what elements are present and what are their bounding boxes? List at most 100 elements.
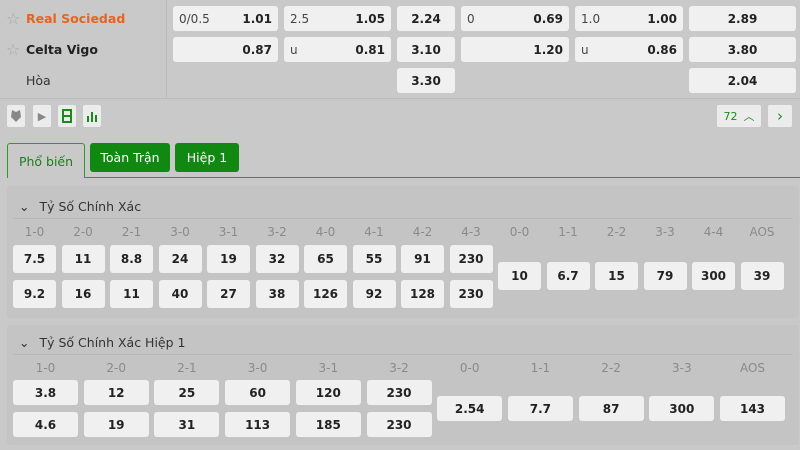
score-label: 3-2 <box>267 225 287 239</box>
score-odds-button[interactable]: 143 <box>720 396 785 421</box>
odds-value: 1.00 <box>647 11 677 26</box>
odds-button[interactable]: 3.30 <box>397 68 455 93</box>
odds-button[interactable]: 3.10 <box>397 37 455 62</box>
score-odds-button[interactable]: 7.7 <box>507 396 573 421</box>
odds-button[interactable]: 0.87 <box>173 37 278 62</box>
tab-underline <box>85 177 800 178</box>
score-odds-button[interactable]: 300 <box>692 262 735 290</box>
chevron-down-icon: ⌄ <box>19 335 30 350</box>
odds-value: 3.30 <box>411 73 441 88</box>
odds-button[interactable]: 2.24 <box>397 6 455 31</box>
score-odds-button[interactable]: 39 <box>740 262 784 290</box>
chevron-up-icon: ︿ <box>743 110 755 123</box>
score-odds-button[interactable]: 230 <box>366 380 432 405</box>
score-odds-button[interactable]: 230 <box>449 245 493 273</box>
odds-value: 1.20 <box>533 42 563 57</box>
score-odds-button[interactable]: 300 <box>649 396 715 421</box>
odds-value: 0.87 <box>242 42 272 57</box>
odds-button[interactable]: 2.04 <box>689 68 796 93</box>
list-icon[interactable] <box>58 105 76 127</box>
score-odds-button[interactable]: 31 <box>154 412 220 437</box>
stats-icon[interactable] <box>83 105 101 127</box>
score-label: 1-0 <box>24 225 45 239</box>
section-header[interactable]: ⌄ Tỷ Số Chính Xác Hiệp 1 <box>19 335 185 350</box>
score-label: 2-0 <box>106 361 126 375</box>
score-label: 2-2 <box>601 361 621 375</box>
tab-popular[interactable]: Phổ biến <box>7 143 85 178</box>
score-odds-button[interactable]: 230 <box>366 412 432 437</box>
score-odds-button[interactable]: 32 <box>255 245 299 273</box>
score-odds-button[interactable]: 87 <box>578 396 644 421</box>
score-odds-button[interactable]: 10 <box>498 262 541 290</box>
odds-button[interactable]: 0/0.5 1.01 <box>173 6 278 31</box>
score-odds-button[interactable]: 40 <box>158 280 202 308</box>
odds-value: 1.05 <box>355 11 385 26</box>
score-odds-button[interactable]: 126 <box>304 280 347 308</box>
play-icon[interactable]: ▶ <box>33 105 51 127</box>
chevron-right-icon[interactable]: › <box>768 105 792 127</box>
score-odds-button[interactable]: 19 <box>83 412 149 437</box>
score-odds-button[interactable]: 38 <box>255 280 299 308</box>
score-odds-button[interactable]: 65 <box>304 245 347 273</box>
score-label: 4-0 <box>315 225 336 239</box>
odds-button[interactable]: 3.80 <box>689 37 796 62</box>
score-label: 3-2 <box>389 361 409 375</box>
score-odds-button[interactable]: 11 <box>110 280 153 308</box>
star-icon[interactable]: ☆ <box>6 39 21 59</box>
score-odds-button[interactable]: 230 <box>449 280 493 308</box>
score-label: 3-0 <box>170 225 190 239</box>
tab-first-half[interactable]: Hiệp 1 <box>175 143 239 172</box>
score-odds-button[interactable]: 12 <box>83 380 149 405</box>
score-label: 4-1 <box>364 225 384 239</box>
score-odds-button[interactable]: 16 <box>61 280 105 308</box>
handicap-label: 2.5 <box>290 11 310 26</box>
score-odds-button[interactable]: 27 <box>207 280 250 308</box>
score-odds-button[interactable]: 91 <box>401 245 444 273</box>
score-odds-button[interactable]: 3.8 <box>13 380 78 405</box>
score-odds-button[interactable]: 19 <box>207 245 250 273</box>
score-odds-button[interactable]: 9.2 <box>13 280 56 308</box>
score-odds-button[interactable]: 4.6 <box>13 412 78 437</box>
score-odds-button[interactable]: 2.54 <box>437 396 503 421</box>
score-odds-button[interactable]: 6.7 <box>546 262 590 290</box>
score-odds-button[interactable]: 25 <box>154 380 220 405</box>
section-header[interactable]: ⌄ Tỷ Số Chính Xác <box>19 199 141 214</box>
odds-button[interactable]: 2.5 1.05 <box>284 6 391 31</box>
score-odds-button[interactable]: 24 <box>158 245 202 273</box>
shield-icon[interactable] <box>7 105 25 127</box>
score-odds-button[interactable]: 15 <box>595 262 638 290</box>
score-label: 4-3 <box>461 225 481 239</box>
odds-button[interactable]: 1.20 <box>461 37 569 62</box>
handicap-label: u <box>581 42 589 57</box>
divider <box>13 218 793 219</box>
score-odds-button[interactable]: 92 <box>352 280 396 308</box>
odds-button[interactable]: u 0.86 <box>575 37 683 62</box>
score-odds-button[interactable]: 120 <box>295 380 361 405</box>
score-label: 2-1 <box>121 225 142 239</box>
score-label: 2-1 <box>177 361 197 375</box>
score-odds-button[interactable]: 128 <box>401 280 444 308</box>
divider <box>13 354 793 355</box>
score-odds-button[interactable]: 113 <box>225 412 291 437</box>
chevron-down-icon: ⌄ <box>19 199 30 214</box>
tab-full-match[interactable]: Toàn Trận <box>90 143 170 172</box>
score-label: 3-3 <box>671 361 692 375</box>
score-label: 3-1 <box>218 225 239 239</box>
odds-value: 0.86 <box>647 42 677 57</box>
score-odds-button[interactable]: 185 <box>295 412 361 437</box>
odds-value: 3.80 <box>727 42 758 57</box>
score-odds-button[interactable]: 8.8 <box>110 245 153 273</box>
odds-button[interactable]: 2.89 <box>689 6 796 31</box>
score-odds-button[interactable]: 7.5 <box>13 245 56 273</box>
odds-button[interactable]: 0 0.69 <box>461 6 569 31</box>
score-odds-button[interactable]: 79 <box>643 262 687 290</box>
score-odds-button[interactable]: 60 <box>225 380 291 405</box>
score-odds-button[interactable]: 55 <box>352 245 396 273</box>
star-icon[interactable]: ☆ <box>6 8 21 28</box>
count-toggle[interactable]: 72 ︿ <box>717 105 761 127</box>
score-odds-button[interactable]: 11 <box>61 245 105 273</box>
odds-button[interactable]: u 0.81 <box>284 37 391 62</box>
odds-button[interactable]: 1.0 1.00 <box>575 6 683 31</box>
odds-value: 2.24 <box>411 11 441 26</box>
correct-score-section: ⌄ Tỷ Số Chính Xác Hiệp 1 1-0 3.8 4.6 2-0 12 19 2… <box>7 325 799 445</box>
